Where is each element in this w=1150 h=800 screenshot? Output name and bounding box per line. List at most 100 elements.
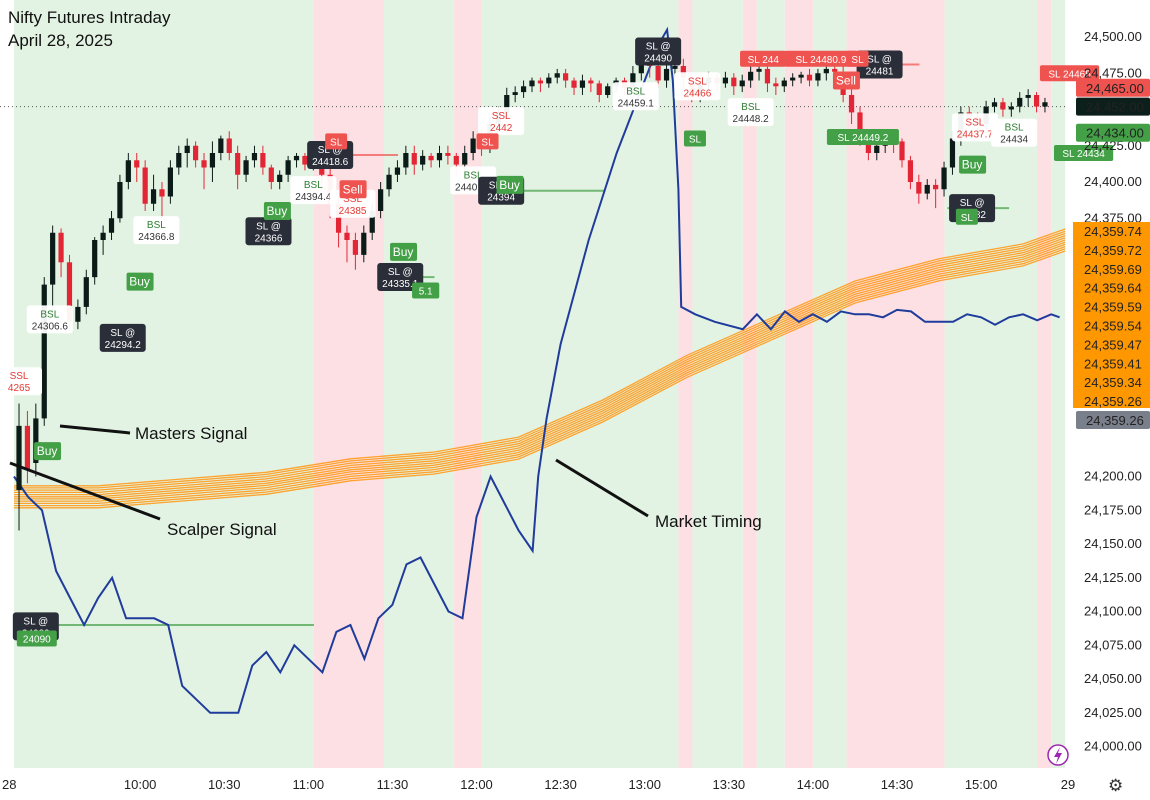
- buy-signal-box[interactable]: [390, 242, 418, 261]
- candle-body[interactable]: [823, 68, 829, 74]
- sell-signal-box[interactable]: [832, 71, 860, 90]
- candle-body[interactable]: [815, 73, 821, 81]
- candle-body[interactable]: [663, 68, 670, 81]
- candle-body[interactable]: [781, 80, 787, 87]
- candle-body[interactable]: [520, 86, 527, 93]
- candle-body[interactable]: [470, 138, 476, 154]
- candle-body[interactable]: [579, 80, 586, 88]
- buy-signal-box[interactable]: [126, 272, 154, 291]
- candle-body[interactable]: [605, 86, 611, 95]
- candle-body[interactable]: [428, 155, 434, 161]
- candle-body[interactable]: [293, 155, 300, 161]
- candle-body[interactable]: [504, 95, 510, 113]
- candle-body[interactable]: [159, 189, 165, 197]
- candle-body[interactable]: [630, 73, 636, 88]
- candle-body[interactable]: [529, 80, 535, 87]
- candle-body[interactable]: [739, 80, 745, 87]
- candle-body[interactable]: [722, 77, 729, 84]
- candle-body[interactable]: [378, 189, 384, 211]
- candle-body[interactable]: [436, 153, 443, 161]
- candle-body[interactable]: [235, 153, 241, 175]
- candle-body[interactable]: [285, 160, 291, 175]
- candle-body[interactable]: [874, 145, 880, 153]
- candle-body[interactable]: [680, 66, 686, 78]
- candle-body[interactable]: [176, 153, 182, 168]
- candle-body[interactable]: [798, 74, 804, 78]
- candle-body[interactable]: [756, 68, 762, 72]
- candle-body[interactable]: [41, 284, 47, 419]
- candle-body[interactable]: [1008, 106, 1014, 110]
- candle-body[interactable]: [352, 240, 359, 255]
- candle-body[interactable]: [226, 138, 232, 154]
- candle-body[interactable]: [899, 141, 905, 161]
- candle-body[interactable]: [554, 73, 560, 78]
- candle-body[interactable]: [1042, 102, 1048, 107]
- candle-body[interactable]: [167, 167, 173, 197]
- candle-body[interactable]: [1025, 95, 1031, 98]
- candle-body[interactable]: [907, 160, 914, 182]
- candle-body[interactable]: [411, 153, 417, 165]
- candle-body[interactable]: [924, 184, 930, 194]
- candle-body[interactable]: [512, 92, 518, 95]
- candle-body[interactable]: [655, 66, 661, 81]
- candle-body[interactable]: [92, 240, 98, 278]
- candle-body[interactable]: [268, 167, 274, 183]
- buy-signal-box[interactable]: [34, 442, 62, 461]
- candle-body[interactable]: [386, 174, 392, 190]
- candle-body[interactable]: [563, 73, 569, 81]
- buy-signal-box[interactable]: [959, 155, 987, 174]
- candle-body[interactable]: [142, 167, 148, 204]
- candle-body[interactable]: [857, 112, 863, 136]
- candle-body[interactable]: [134, 160, 140, 168]
- candle-body[interactable]: [848, 95, 855, 113]
- candle-body[interactable]: [344, 232, 350, 240]
- candle-body[interactable]: [58, 232, 64, 263]
- candle-body[interactable]: [672, 66, 678, 69]
- candle-body[interactable]: [117, 182, 123, 219]
- candle-body[interactable]: [916, 182, 922, 194]
- candle-body[interactable]: [184, 145, 190, 153]
- candle-body[interactable]: [209, 153, 216, 168]
- candle-body[interactable]: [243, 160, 249, 175]
- candle-body[interactable]: [33, 418, 39, 463]
- candle-body[interactable]: [832, 68, 838, 72]
- candle-body[interactable]: [302, 155, 308, 165]
- candle-body[interactable]: [403, 153, 409, 168]
- candle-body[interactable]: [453, 155, 459, 165]
- candle-body[interactable]: [764, 68, 771, 84]
- candle-body[interactable]: [933, 184, 939, 190]
- candle-body[interactable]: [596, 83, 602, 95]
- candle-body[interactable]: [66, 262, 73, 322]
- candle-body[interactable]: [462, 153, 468, 165]
- candle-body[interactable]: [277, 174, 283, 182]
- candle-body[interactable]: [1033, 95, 1040, 107]
- candle-body[interactable]: [949, 138, 956, 168]
- candle-body[interactable]: [218, 138, 224, 154]
- candle-body[interactable]: [790, 77, 796, 81]
- candle-body[interactable]: [537, 80, 544, 84]
- candle-body[interactable]: [1017, 97, 1023, 107]
- candle-body[interactable]: [420, 155, 426, 165]
- candle-body[interactable]: [75, 306, 81, 322]
- candle-body[interactable]: [445, 153, 451, 156]
- candle-body[interactable]: [125, 160, 131, 182]
- candle-body[interactable]: [16, 425, 22, 490]
- candle-body[interactable]: [588, 80, 594, 84]
- candle-body[interactable]: [394, 167, 401, 175]
- candle-body[interactable]: [260, 153, 266, 168]
- candle-body[interactable]: [361, 232, 367, 255]
- candle-body[interactable]: [108, 218, 115, 233]
- candle-body[interactable]: [748, 71, 754, 81]
- candle-body[interactable]: [83, 277, 89, 307]
- candle-body[interactable]: [369, 211, 375, 233]
- candle-body[interactable]: [806, 74, 813, 81]
- candle-body[interactable]: [773, 83, 779, 87]
- candle-body[interactable]: [991, 102, 998, 107]
- candle-body[interactable]: [335, 203, 342, 233]
- candle-body[interactable]: [1000, 102, 1006, 110]
- candle-body[interactable]: [201, 160, 207, 168]
- candle-body[interactable]: [150, 189, 157, 204]
- candle-body[interactable]: [193, 145, 199, 161]
- candle-body[interactable]: [546, 77, 552, 84]
- candle-body[interactable]: [571, 80, 577, 88]
